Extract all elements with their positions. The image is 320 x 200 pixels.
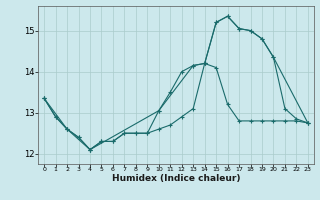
X-axis label: Humidex (Indice chaleur): Humidex (Indice chaleur) [112,174,240,183]
